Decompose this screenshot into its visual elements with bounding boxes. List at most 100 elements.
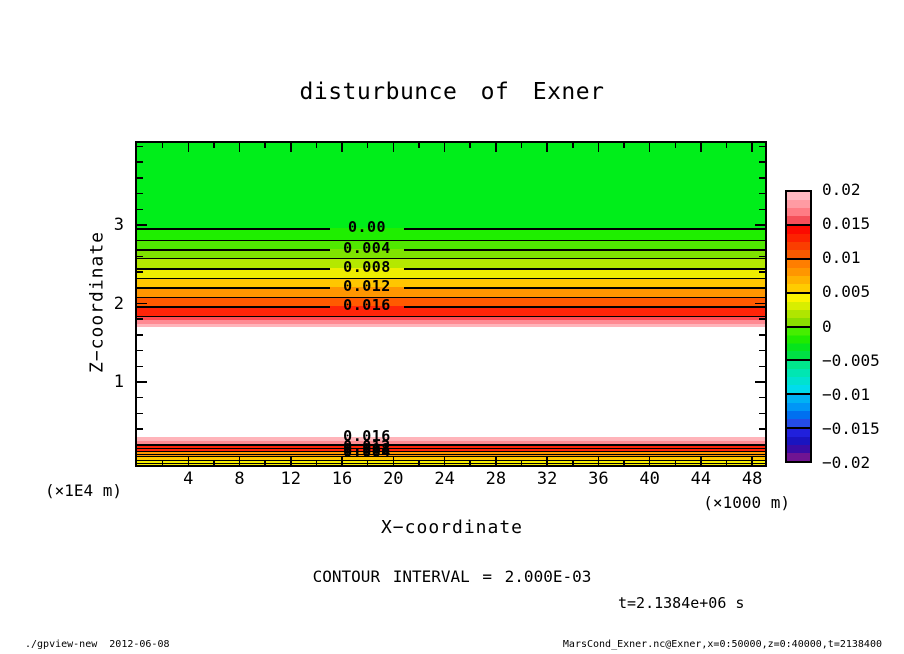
x-tick-label: 40 (639, 469, 660, 489)
contour-band (137, 316, 765, 320)
x-tick-label: 32 (536, 469, 558, 489)
time-annotation: t=2.1384e+06 s (618, 594, 745, 612)
axis-tick (755, 302, 765, 305)
x-tick-label: 36 (588, 469, 609, 489)
axis-tick (137, 428, 143, 430)
axis-tick (238, 143, 241, 152)
axis-tick (572, 460, 574, 465)
x-tick-label: 20 (383, 469, 404, 489)
contour-band (137, 450, 765, 456)
contour-label: 0.008 (343, 257, 391, 276)
axis-tick (264, 143, 266, 148)
axis-tick (161, 143, 164, 148)
x-tick-label: 44 (690, 469, 712, 489)
contour-interval-note: CONTOUR INTERVAL = 2.000E-03 (312, 567, 592, 586)
colorbar-cell (787, 293, 810, 328)
axis-tick (674, 460, 677, 465)
colorbar-cell (787, 192, 810, 226)
colorbar-tick-label: 0.02 (822, 180, 861, 199)
axis-tick (572, 143, 574, 148)
axis-tick (495, 143, 497, 152)
contour-label: 0.00 (347, 217, 387, 236)
axis-tick (137, 208, 143, 211)
axis-tick (290, 143, 292, 152)
axis-tick (187, 456, 189, 465)
contour-band (137, 441, 765, 444)
x-tick-label: 16 (331, 469, 353, 489)
axis-tick (759, 271, 765, 273)
axis-tick (418, 143, 420, 148)
axis-tick (759, 318, 765, 320)
axis-tick (137, 224, 147, 226)
axis-tick (546, 456, 548, 465)
contour-line (137, 450, 765, 452)
contour-line (137, 267, 765, 270)
axis-tick (137, 302, 147, 305)
axis-tick (751, 143, 753, 152)
axis-tick (341, 456, 343, 465)
x-tick-label: 4 (183, 469, 194, 489)
colorbar-cell (787, 361, 810, 396)
contour-label: 0.012 (343, 437, 391, 455)
contour-line (137, 444, 765, 446)
axis-tick (759, 349, 765, 352)
contour-label: 0.004 (343, 443, 391, 461)
x-tick-label: 12 (280, 469, 302, 489)
axis-tick (443, 456, 446, 465)
axis-tick (759, 396, 765, 399)
contour-line (137, 286, 765, 289)
contour-line (137, 315, 765, 317)
axis-tick (443, 143, 446, 152)
contour-band (137, 249, 765, 258)
axis-tick (137, 444, 143, 446)
plot-area: 0.00 0.004 0.008 0.012 0.016 0.016 0.012 0.008 0… (135, 141, 767, 467)
axis-tick (392, 143, 395, 152)
axis-tick (755, 381, 765, 383)
axis-tick (759, 365, 765, 368)
contour-band (137, 268, 765, 278)
axis-tick (759, 239, 765, 242)
contour-line (137, 453, 765, 455)
axis-tick (759, 412, 765, 415)
axis-tick (392, 456, 395, 465)
contour-band (137, 297, 765, 306)
colorbar-tick-label: 0.01 (822, 248, 861, 268)
contour-band (137, 455, 765, 460)
axis-tick (520, 143, 523, 148)
contour-band (137, 240, 765, 249)
contour-line (137, 296, 765, 298)
colorbar-cell (787, 259, 810, 294)
x-tick-label: 48 (741, 469, 763, 489)
contour-label: 0.012 (343, 276, 391, 295)
x-axis-title: X−coordinate (380, 517, 524, 538)
x-tick-label: 8 (234, 469, 245, 489)
axis-tick (137, 192, 143, 195)
contour-line (137, 459, 765, 461)
axis-tick (137, 145, 143, 148)
axis-tick (759, 428, 765, 430)
contour-line (137, 239, 765, 241)
chart-title: disturbunce of Exner (299, 79, 605, 105)
axis-tick (759, 208, 765, 211)
axis-tick (759, 177, 765, 179)
y-axis-unit: (×1E4 m) (45, 481, 123, 500)
axis-tick (751, 456, 753, 465)
axis-tick (700, 456, 702, 465)
axis-tick (755, 224, 765, 226)
contour-label: 0.008 (343, 440, 391, 458)
x-tick-label: 28 (485, 469, 507, 489)
contour-line (137, 447, 765, 449)
axis-tick (137, 177, 143, 179)
axis-tick (137, 255, 143, 258)
axis-tick (674, 143, 677, 148)
axis-tick (137, 271, 143, 273)
contour-band (137, 320, 765, 324)
axis-tick (469, 460, 471, 465)
footer-command: ./gpview-new 2012-06-08 (25, 639, 170, 650)
axis-tick (725, 460, 728, 465)
colorbar-tick-label: −0.005 (822, 350, 880, 370)
colorbar-tick-label: 0.015 (822, 214, 871, 234)
axis-tick (137, 334, 143, 336)
axis-tick (623, 143, 625, 148)
axis-tick (520, 460, 523, 465)
